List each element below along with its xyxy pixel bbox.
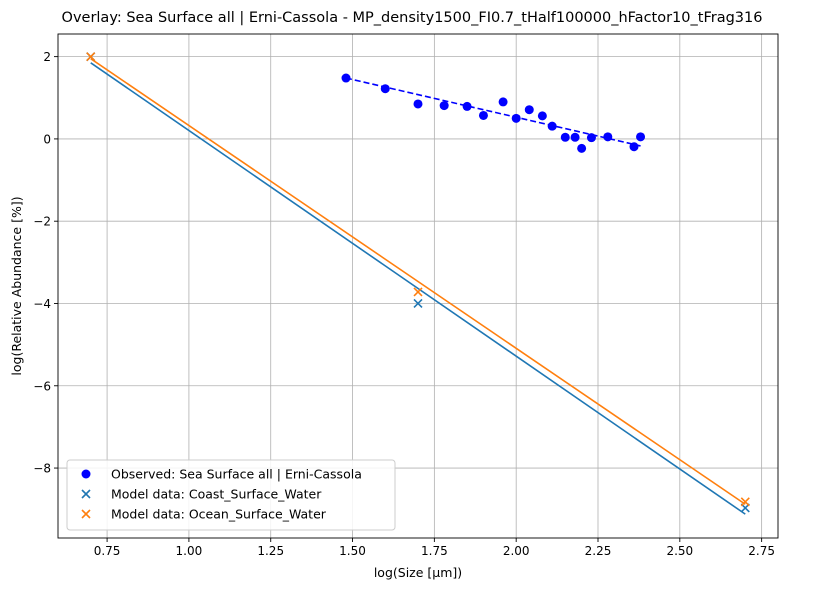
x-tick-label: 0.75 xyxy=(94,544,121,558)
x-axis-label: log(Size [µm]) xyxy=(374,565,462,580)
legend: Observed: Sea Surface all | Erni-Cassola… xyxy=(66,459,396,531)
x-marker-stroke xyxy=(740,497,750,507)
data-point xyxy=(629,142,639,152)
y-tick-label: −6 xyxy=(33,379,51,393)
legend-marker xyxy=(81,469,91,479)
x-tick-label: 2.75 xyxy=(748,544,775,558)
data-point xyxy=(478,110,488,120)
x-marker-stroke xyxy=(81,509,91,519)
y-tick-label: −2 xyxy=(33,215,51,229)
x-tick-label: 1.00 xyxy=(176,544,203,558)
data-point xyxy=(560,132,570,142)
x-marker-stroke xyxy=(413,287,423,297)
data-point xyxy=(413,99,423,109)
x-tick-label: 2.50 xyxy=(666,544,693,558)
legend-marker xyxy=(81,509,91,519)
data-point xyxy=(380,84,390,94)
y-tick-label: 2 xyxy=(43,50,51,64)
axes-frame xyxy=(57,33,779,539)
data-point xyxy=(511,113,521,123)
data-point xyxy=(586,133,596,143)
fit-line xyxy=(90,58,746,505)
y-tick-label: 0 xyxy=(43,132,51,146)
legend-entry: Model data: Ocean_Surface_Water xyxy=(111,507,327,522)
fit-line xyxy=(90,62,746,515)
data-point xyxy=(524,105,534,115)
data-point xyxy=(462,101,472,111)
x-tick-label: 1.25 xyxy=(257,544,284,558)
data-point xyxy=(498,97,508,107)
data-point xyxy=(86,52,96,62)
x-tick-label: 2.25 xyxy=(585,544,612,558)
plot-area: 0.75 1.00 1.25 1.50 1.75 2.00 2.25 2.50 2.75 2 0 −2… xyxy=(33,33,779,558)
fit-line xyxy=(345,77,641,147)
data-point xyxy=(740,497,750,507)
x-marker-stroke xyxy=(81,489,91,499)
x-tick-label: 1.75 xyxy=(421,544,448,558)
data-point xyxy=(636,132,646,142)
legend-marker xyxy=(81,489,91,499)
x-tick-label: 2.00 xyxy=(503,544,530,558)
data-point xyxy=(603,132,613,142)
y-axis-label: log(Relative Abundance [%]) xyxy=(9,196,24,375)
data-point xyxy=(547,121,557,131)
data-point xyxy=(537,111,547,121)
legend-entry: Model data: Coast_Surface_Water xyxy=(111,487,322,502)
chart-title: Overlay: Sea Surface all | Erni-Cassola … xyxy=(62,10,763,26)
x-marker-stroke xyxy=(86,52,96,62)
x-tick-label: 1.50 xyxy=(339,544,366,558)
data-point xyxy=(341,73,351,83)
y-tick-label: −8 xyxy=(33,462,51,476)
legend-frame xyxy=(66,459,396,531)
data-point xyxy=(413,287,423,297)
data-point xyxy=(577,143,587,153)
data-point xyxy=(570,132,580,142)
data-point xyxy=(439,101,449,111)
data-point xyxy=(413,298,423,309)
legend-entry: Observed: Sea Surface all | Erni-Cassola xyxy=(111,467,362,482)
y-tick-label: −4 xyxy=(33,297,51,311)
x-marker-stroke xyxy=(413,298,423,309)
